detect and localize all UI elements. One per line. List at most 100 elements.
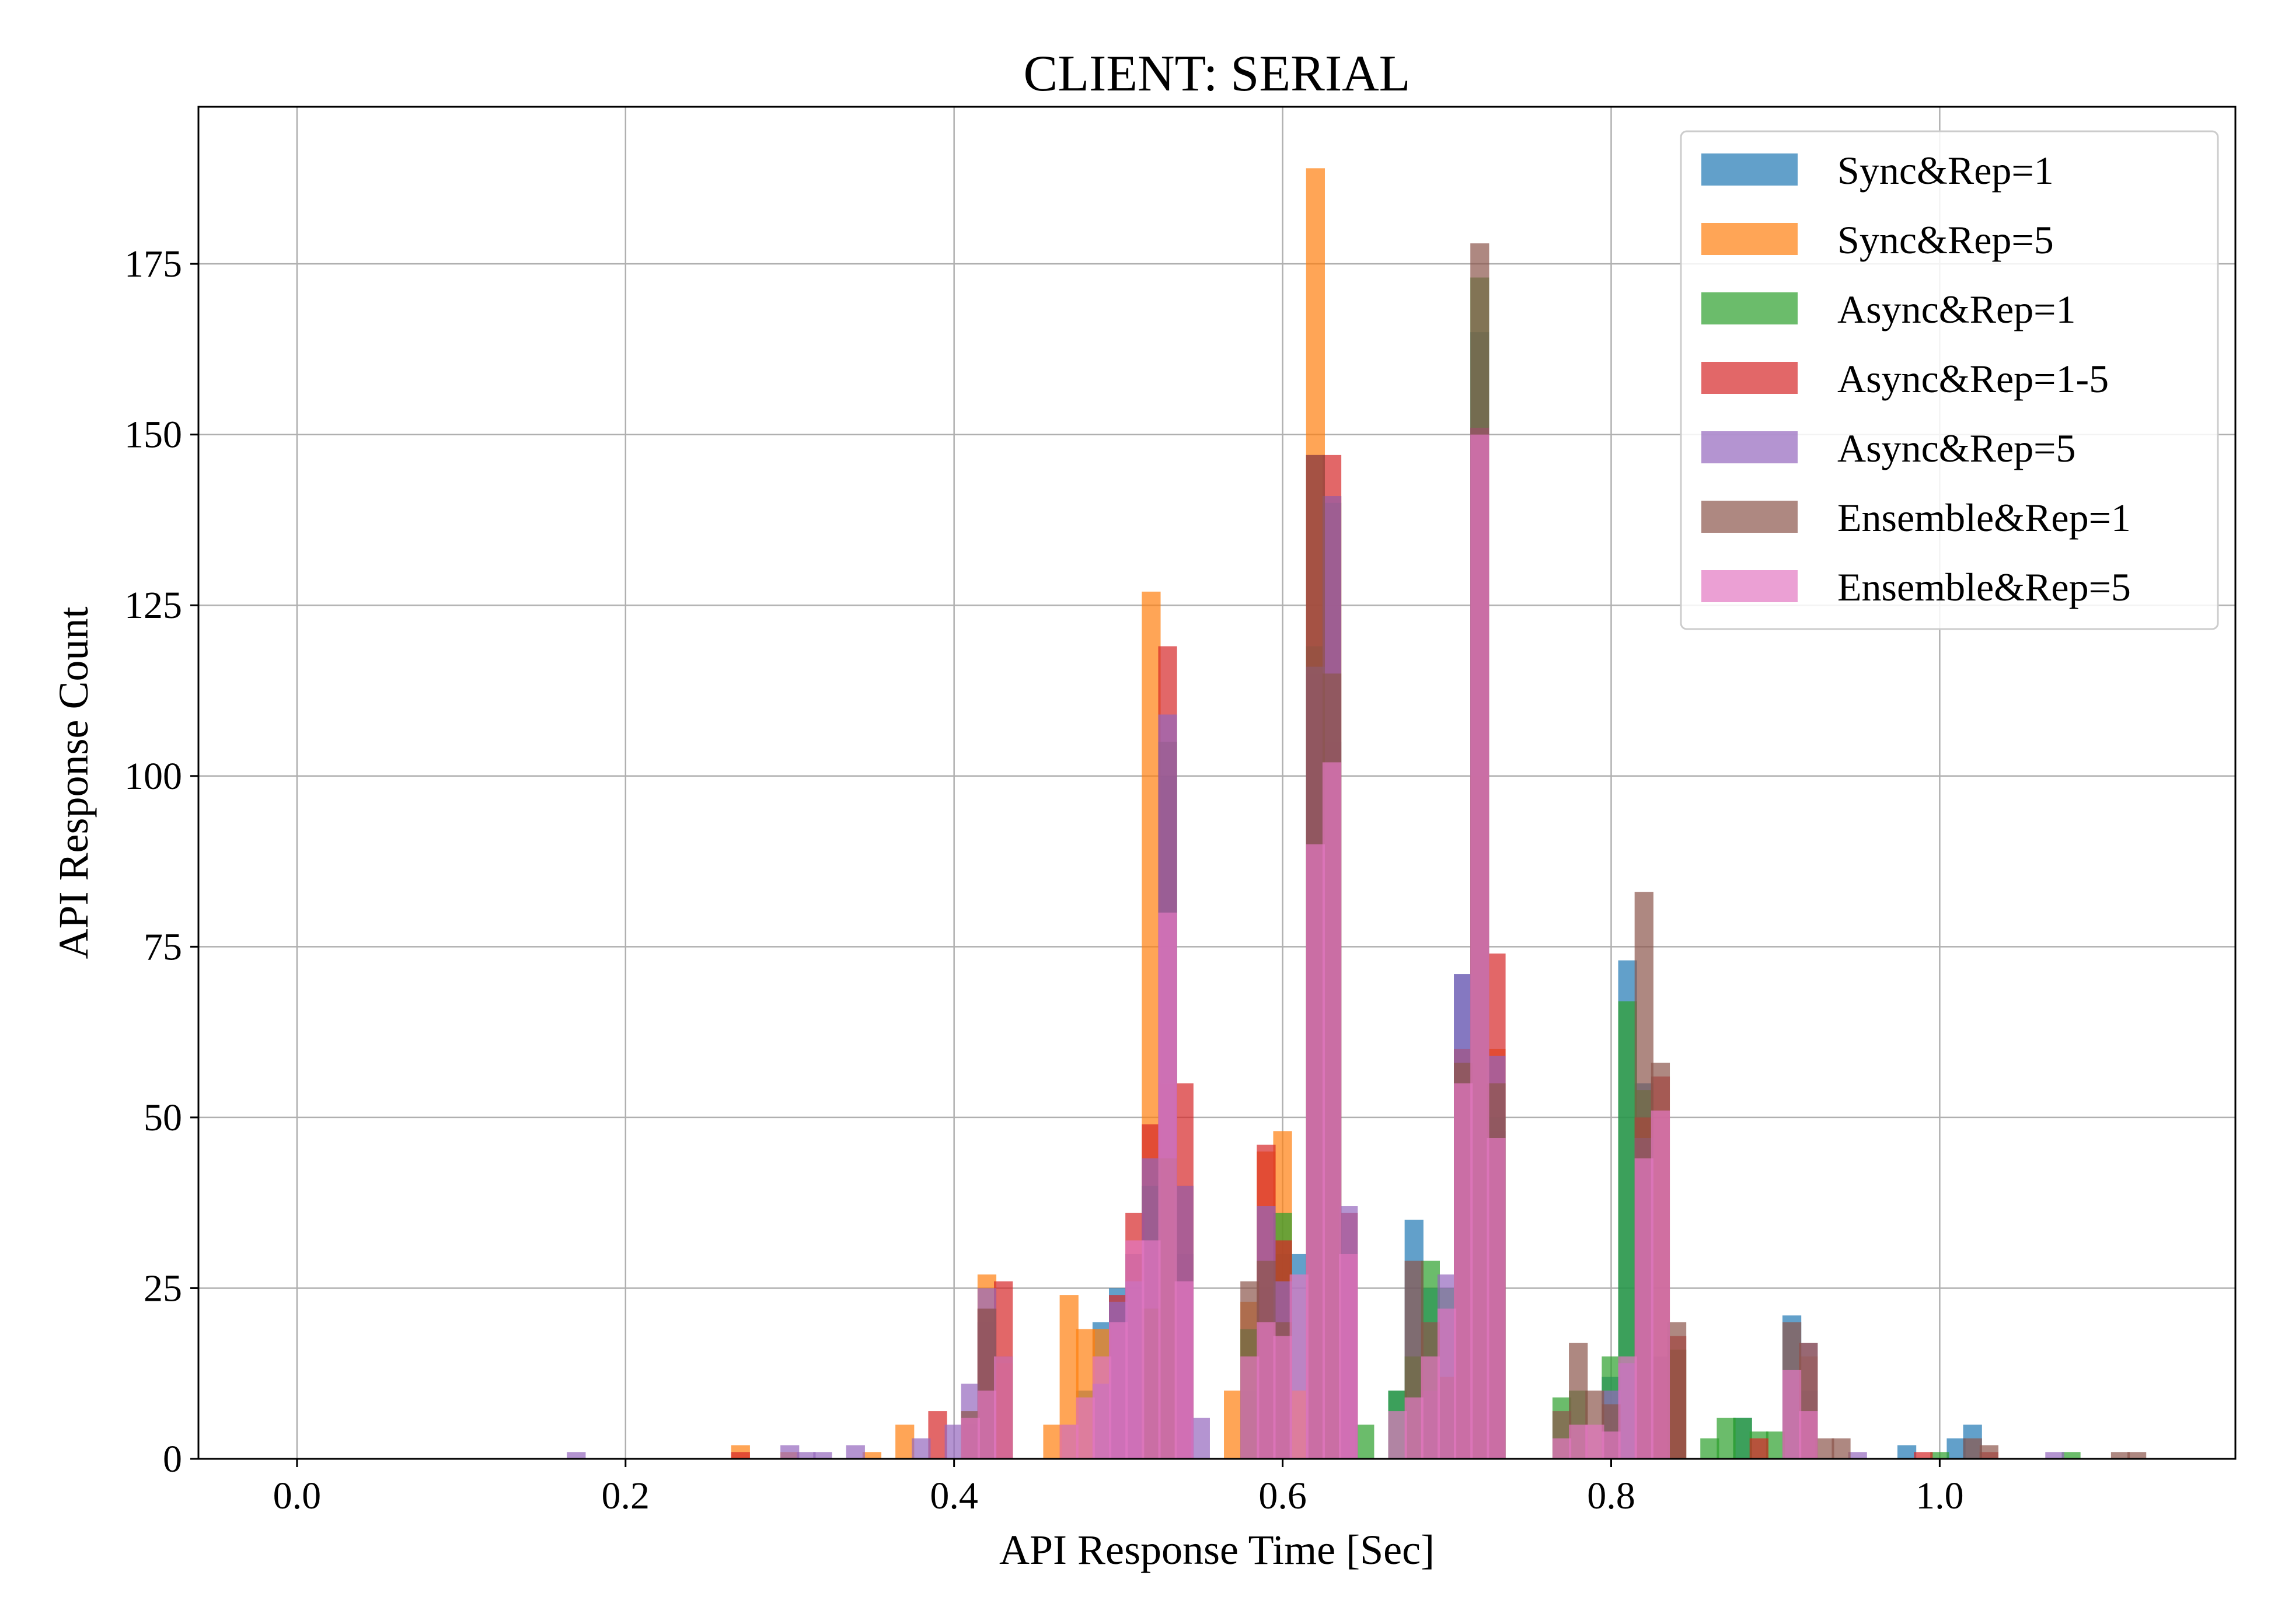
histogram-bar	[1569, 1424, 1588, 1459]
histogram-bar	[1092, 1356, 1112, 1459]
histogram-bar	[846, 1445, 865, 1459]
histogram-bar	[1437, 1308, 1457, 1459]
legend-swatch	[1701, 362, 1798, 394]
histogram-bar	[993, 1356, 1013, 1459]
histogram-bar	[797, 1452, 816, 1459]
y-axis-ticks: 0 25 50 75 100 125 150 175	[124, 243, 198, 1480]
legend-swatch	[1701, 570, 1798, 602]
histogram-bar	[1930, 1452, 1949, 1459]
histogram-bar	[1306, 844, 1325, 1459]
histogram-bar	[567, 1452, 586, 1459]
y-tick-label: 125	[124, 584, 182, 627]
histogram-bar	[1355, 1424, 1375, 1459]
histogram-bar	[2045, 1452, 2064, 1459]
histogram-bar	[1766, 1431, 1785, 1459]
histogram-bar	[1174, 1281, 1194, 1459]
legend: Sync&Rep=1 Sync&Rep=5 Async&Rep=1 Async&Rep…	[1680, 130, 2219, 630]
x-tick-label: 0.4	[930, 1475, 978, 1517]
histogram-bar	[895, 1424, 915, 1459]
histogram-bar	[1832, 1438, 1851, 1459]
histogram-bar	[2110, 1452, 2130, 1459]
histogram-bar	[1322, 762, 1342, 1459]
histogram-bar	[1109, 1322, 1128, 1459]
plot-frame	[197, 106, 2237, 1460]
histogram-bar	[1257, 1322, 1276, 1459]
histogram-bar	[1602, 1431, 1621, 1459]
y-tick-label: 100	[124, 755, 182, 798]
histogram-bar	[1897, 1445, 1917, 1459]
histogram-bar	[2127, 1452, 2147, 1459]
histogram-bar	[1815, 1438, 1834, 1459]
histogram-bar	[731, 1452, 750, 1459]
y-tick-label: 75	[144, 925, 182, 968]
y-tick-label: 150	[124, 414, 182, 456]
histogram-bar	[1421, 1356, 1440, 1459]
legend-swatch	[1701, 501, 1798, 533]
histogram-bar	[1700, 1438, 1719, 1459]
histogram-bar	[1799, 1411, 1818, 1459]
histogram-bar	[862, 1452, 882, 1459]
bars-layer	[567, 168, 2147, 1459]
histogram-bar	[1240, 1356, 1260, 1459]
histogram-bar	[1142, 1240, 1161, 1459]
chart-title: CLIENT: SERIAL	[1024, 46, 1411, 102]
histogram-bar	[1733, 1417, 1752, 1459]
histogram-bar	[1470, 434, 1489, 1459]
histogram-bar	[813, 1452, 832, 1459]
legend-label: Async&Rep=5	[1837, 426, 2076, 470]
histogram-bar	[1487, 1138, 1506, 1459]
legend-label: Sync&Rep=5	[1837, 218, 2054, 262]
histogram-bar	[1963, 1438, 1982, 1459]
legend-swatch	[1701, 431, 1798, 463]
legend-label: Async&Rep=1-5	[1837, 357, 2109, 401]
histogram-bar	[944, 1424, 964, 1459]
histogram-bar	[1782, 1370, 1802, 1459]
histogram-bar	[1552, 1438, 1572, 1459]
histogram-bar	[1043, 1424, 1062, 1459]
x-axis-title: API Response Time [Sec]	[999, 1527, 1435, 1573]
grid-layer	[198, 107, 2235, 1460]
histogram-bar	[1749, 1438, 1768, 1459]
histogram-bar	[912, 1438, 931, 1459]
y-axis-title: API Response Count	[50, 606, 97, 959]
histogram-bar	[977, 1390, 997, 1459]
histogram-bar	[1125, 1240, 1145, 1459]
x-axis-ticks: 0.0 0.2 0.4 0.6 0.8 1.0	[273, 1459, 1964, 1517]
histogram-bar	[1076, 1397, 1095, 1459]
histogram-bar	[1454, 1083, 1473, 1459]
x-tick-label: 0.6	[1258, 1475, 1307, 1517]
legend-label: Sync&Rep=1	[1837, 148, 2054, 193]
histogram-bar	[1339, 1253, 1358, 1459]
histogram-bar	[1404, 1397, 1424, 1459]
x-tick-label: 0.2	[602, 1475, 650, 1517]
histogram-bar	[1224, 1390, 1243, 1459]
legend-label: Async&Rep=1	[1837, 287, 2076, 331]
legend-label: Ensemble&Rep=1	[1837, 495, 2131, 540]
histogram-bar	[780, 1445, 800, 1459]
histogram-bar	[1158, 912, 1177, 1459]
histogram-bar	[1191, 1417, 1210, 1459]
histogram-bar	[1059, 1424, 1079, 1459]
histogram-bar	[1667, 1322, 1687, 1459]
y-tick-label: 25	[144, 1267, 182, 1309]
histogram-bar	[1946, 1438, 1966, 1459]
series-6	[961, 434, 1818, 1459]
y-tick-label: 50	[144, 1096, 182, 1139]
histogram-bar	[928, 1411, 947, 1459]
y-tick-label: 0	[163, 1438, 182, 1480]
histogram-bar	[1717, 1417, 1736, 1459]
legend-label: Ensemble&Rep=5	[1837, 565, 2131, 609]
legend-box	[1680, 130, 2219, 630]
legend-swatch	[1701, 223, 1798, 255]
histogram-bar	[1618, 1356, 1637, 1459]
histogram-bar	[961, 1417, 980, 1459]
histogram-bar	[2061, 1452, 2081, 1459]
histogram-bar	[1979, 1445, 1998, 1459]
histogram-bar	[1634, 1158, 1653, 1459]
legend-swatch	[1701, 153, 1798, 186]
histogram-bar	[1273, 1336, 1292, 1459]
histogram-bar	[1289, 1274, 1309, 1459]
histogram-bar	[1388, 1411, 1407, 1459]
legend-swatch	[1701, 292, 1798, 324]
